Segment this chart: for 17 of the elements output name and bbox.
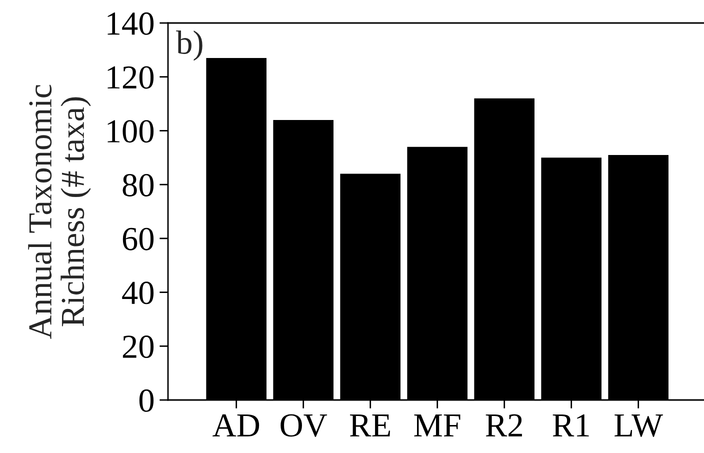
x-tick-label: RE xyxy=(350,414,390,436)
annotation: b) xyxy=(176,30,202,61)
x-tick-label: OV xyxy=(280,414,328,437)
y-tick-label: 100 xyxy=(108,120,154,143)
y-tick-label: 20 xyxy=(122,336,154,358)
y-tick-label: 80 xyxy=(122,174,154,196)
y-tick-label: 40 xyxy=(122,282,154,304)
y-tick-label: 140 xyxy=(108,12,154,35)
x-tick-label: LW xyxy=(614,414,663,437)
y-tick-label: 60 xyxy=(122,228,154,250)
x-tick-label: MF xyxy=(414,414,460,436)
y-axis-title: Annual Taxonomic Richness (# taxa) xyxy=(28,84,91,339)
x-tick-label: R2 xyxy=(486,414,522,436)
y-tick-label: 0 xyxy=(139,389,154,412)
y-tick-label: 120 xyxy=(108,66,154,89)
x-tick-label: R1 xyxy=(552,414,589,436)
x-tick-label: AD xyxy=(212,414,260,436)
